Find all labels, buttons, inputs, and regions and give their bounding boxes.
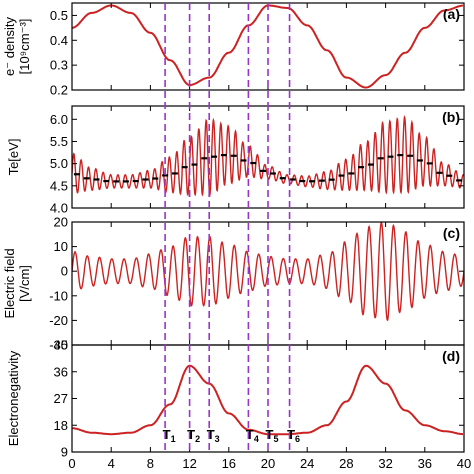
x-tick-label: 32	[378, 456, 392, 471]
y-tick-label: 0.2	[50, 83, 68, 98]
panel-a: 0.2 0.3 0.4 0.5 e⁻ density [10⁹cm⁻³] (a)	[2, 2, 465, 98]
series-line-b	[72, 114, 464, 197]
y-tick-label: 6.0	[50, 112, 68, 127]
y-tick-label: 45	[54, 338, 68, 353]
y-tick-label: 18	[54, 418, 68, 433]
x-tick-label: 0	[68, 456, 75, 471]
x-tick-label: 16	[222, 456, 236, 471]
y-tick-label: 5.0	[50, 156, 68, 171]
y-axis-title-c: Electric field	[2, 248, 17, 318]
y-tick-label: 4.0	[50, 201, 68, 216]
y-tick-label: 5.5	[50, 134, 68, 149]
y-axis-title-a: [10⁹cm⁻³]	[17, 19, 32, 75]
panel-tag-b: (b)	[442, 109, 460, 125]
x-tick-label: 8	[147, 456, 154, 471]
y-tick-label: -20	[49, 313, 68, 328]
panel-tag-a: (a)	[443, 6, 460, 22]
x-tick-label: 40	[457, 456, 471, 471]
y-axis-title-b: Te[eV]	[6, 139, 21, 176]
x-tick-label: 36	[418, 456, 432, 471]
y-axis-title-d: Electronegativity	[6, 350, 21, 446]
panel-tag-c: (c)	[443, 225, 460, 241]
y-tick-label: -10	[49, 288, 68, 303]
y-axis-title-a: e⁻ density	[2, 17, 17, 76]
y-tick-label: 10	[54, 239, 68, 254]
time-marker-label: T5	[266, 427, 279, 444]
y-tick-label: 0.5	[50, 8, 68, 23]
x-tick-label: 28	[339, 456, 353, 471]
y-tick-label: 27	[54, 391, 68, 406]
x-tick-label: 20	[261, 456, 275, 471]
y-tick-label: 4.5	[50, 178, 68, 193]
time-marker-label: T2	[187, 427, 200, 444]
x-tick-label: 4	[108, 456, 115, 471]
time-marker-label: T1	[163, 427, 176, 444]
y-tick-label: 0.4	[50, 33, 68, 48]
panel-tag-d: (d)	[442, 348, 460, 364]
y-tick-label: 20	[54, 215, 68, 230]
y-tick-label: 36	[54, 364, 68, 379]
y-tick-label: 0.3	[50, 58, 68, 73]
y-tick-label: -30	[49, 338, 68, 353]
panel-b: 4.0 4.5 5.0 5.5 6.0 Te[eV] (b)	[6, 105, 465, 216]
y-tick-label: 0	[61, 264, 68, 279]
panel-c: -30 -20 -10 0 10 20 Electric field [V/cm] (c)	[2, 215, 465, 353]
time-marker-label: T6	[287, 427, 300, 444]
panel-d: 9 18 27 36 45 Electronegativity (d) 0 4 8 12 16 20 24…	[6, 338, 471, 472]
x-tick-label: 24	[300, 456, 314, 471]
y-tick-label: 9	[61, 445, 68, 460]
y-axis-title-c: [V/cm]	[17, 265, 32, 302]
time-marker-label: T4	[246, 427, 259, 444]
time-marker-label: T3	[207, 427, 220, 444]
x-tick-label: 12	[182, 456, 196, 471]
